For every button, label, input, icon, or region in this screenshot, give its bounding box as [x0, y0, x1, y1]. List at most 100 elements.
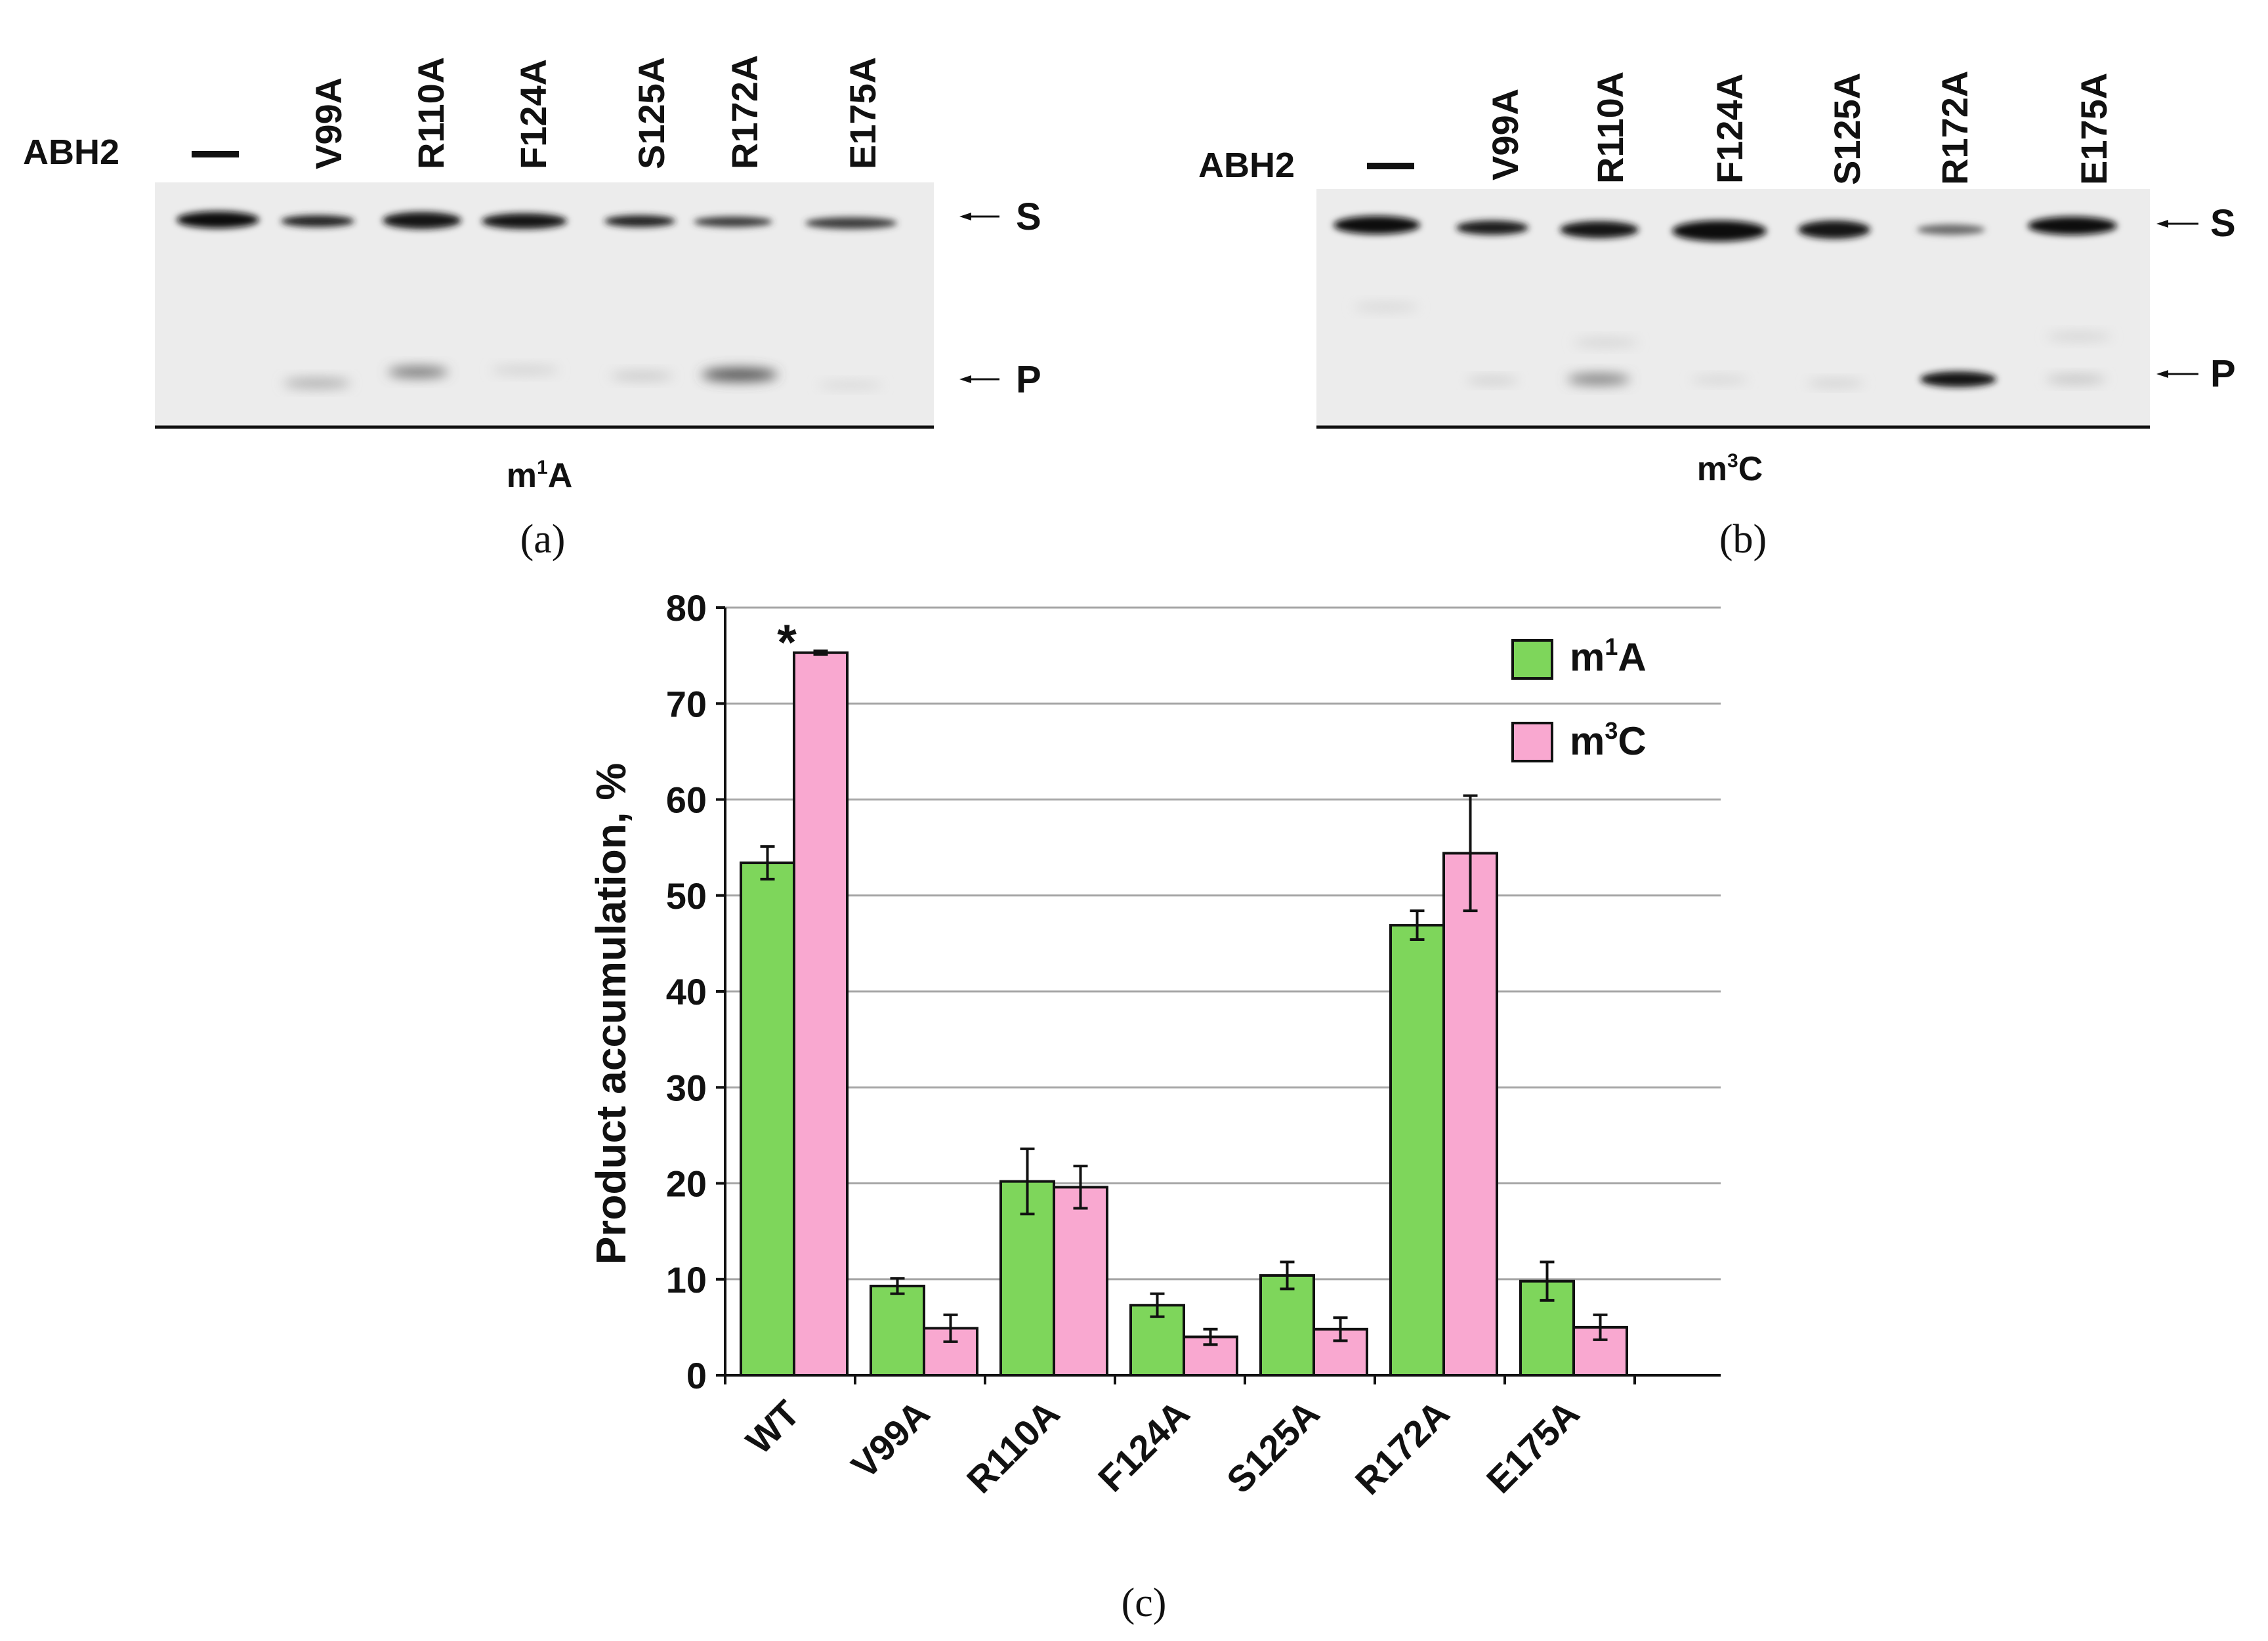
legend-swatch-m1a: [1511, 639, 1553, 680]
legend-label-m3c: m3C: [1570, 717, 1647, 763]
gel-b-band-p-3: [1690, 377, 1748, 383]
gel-a-lane-1-label: V99A: [308, 77, 349, 169]
gel-a-band-p-3: [491, 366, 559, 374]
gel-a-lane-5-label: R172A: [724, 55, 765, 169]
gel-a-band-s-4: [604, 215, 675, 227]
error-bar-m1a-wt: [760, 845, 775, 881]
x-tick-label-r172a: R172A: [1347, 1392, 1458, 1503]
gel-b-lane-1-label: V99A: [1484, 89, 1526, 180]
bars: [740, 649, 1628, 1377]
gel-panel-b: ABH2 V99A R110A F124A S125A R172A E175A …: [1198, 71, 2236, 562]
gel-a-band-s-6: [805, 217, 897, 229]
gel-a-band-p-1: [283, 379, 351, 388]
gel-b-lane-2-label: R110A: [1589, 72, 1631, 184]
gel-b-band-p-label: P: [2210, 352, 2236, 395]
gel-a-band-p-5: [702, 368, 778, 381]
error-bar-m3c-v99a: [943, 1313, 958, 1343]
error-bar-m3c-wt: [813, 649, 828, 656]
gel-b-band-p-5: [1920, 371, 1996, 387]
gel-a-lane-2-label: R110A: [410, 57, 452, 169]
gel-b-lane-4-label: S125A: [1826, 73, 1868, 185]
gel-b-band-s-label: S: [2210, 202, 2236, 245]
gel-b-band-s-3: [1672, 220, 1767, 241]
gel-a-band-p-6: [818, 382, 883, 388]
gel-b-faint-band-0: [1353, 303, 1419, 311]
legend-label-m1a: m1A: [1570, 633, 1647, 679]
gel-a-band-s-label: S: [1016, 196, 1041, 238]
gel-b-row-label: ABH2: [1198, 146, 1295, 185]
x-tick-label-f124a: F124A: [1090, 1392, 1197, 1499]
x-tick-label-r110a: R110A: [959, 1392, 1068, 1501]
gel-b-band-s-0: [1334, 216, 1420, 234]
y-tick-label: 60: [666, 779, 707, 821]
bar-m1a-s125a: [1259, 1274, 1315, 1377]
y-tick-label: 50: [666, 875, 707, 917]
gel-a-lane-4-label: S125A: [631, 57, 672, 169]
gel-b-faint-band-2: [1573, 339, 1639, 346]
caption-b: (b): [1719, 517, 1767, 562]
gel-b-band-s-4: [1798, 220, 1870, 239]
caption-c: (c): [1122, 1581, 1167, 1625]
gel-b-lane-0-dash: [1367, 163, 1414, 169]
gel-b-lane-5-label: R172A: [1934, 71, 1975, 185]
gel-b-band-s-6: [2028, 217, 2117, 235]
x-tick-label-v99a: V99A: [843, 1392, 938, 1487]
gel-panel-a: ABH2 V99A R110A F124A S125A R172A E175A …: [23, 55, 1041, 562]
y-tick-label: 20: [666, 1163, 707, 1205]
x-tick-label-s125a: S125A: [1219, 1392, 1328, 1501]
gel-b-lane-3-label: F124A: [1709, 73, 1750, 184]
gel-a-row-label: ABH2: [23, 133, 119, 172]
error-bar-m3c-s125a: [1333, 1316, 1348, 1342]
caption-a: (a): [520, 517, 566, 562]
y-axis-title: Product accumulation, %: [587, 763, 635, 1265]
gel-a-lane-3-label: F124A: [513, 59, 554, 169]
bar-m1a-v99a: [870, 1284, 925, 1377]
gel-a-arrowhead-p: [959, 375, 971, 383]
gel-b-lane-6-label: E175A: [2073, 73, 2114, 185]
error-bar-m1a-r172a: [1410, 909, 1425, 942]
y-tick-label: 40: [666, 971, 707, 1012]
bar-m3c-wt: [793, 651, 849, 1377]
gel-b-band-s-1: [1456, 220, 1528, 235]
gel-b-band-s-2: [1560, 221, 1639, 238]
gel-b-band-p-6: [2046, 375, 2106, 383]
gel-b-band-s-5: [1917, 224, 1985, 235]
error-bar-m3c-e175a: [1593, 1313, 1608, 1341]
gel-a-substrate-label: m1A: [507, 457, 573, 495]
gel-b-band-p-2: [1567, 374, 1630, 384]
bar-m3c-r110a: [1053, 1186, 1108, 1377]
gel-a-lane-6-label: E175A: [842, 57, 883, 169]
y-tick-label: 80: [666, 587, 707, 629]
gel-a-band-p-label: P: [1016, 358, 1041, 401]
gel-b-arrowhead-p: [2156, 370, 2168, 378]
x-tick-label-e175a: E175A: [1479, 1392, 1587, 1501]
y-tick-label: 0: [686, 1355, 707, 1396]
gel-b-substrate-label: m3C: [1697, 450, 1763, 488]
gel-a-band-s-3: [482, 213, 567, 229]
bar-chart: 0 10 20 30 40 50 60 70 80 WT V99A R110A F124A S125A R1…: [587, 587, 1721, 1625]
legend: m1A m3C: [1511, 633, 1647, 763]
gel-a-arrowhead-s: [959, 213, 971, 220]
gel-b-faint-band-6: [2046, 333, 2112, 341]
error-bar-m3c-r172a: [1463, 794, 1478, 913]
bar-m1a-r172a: [1389, 924, 1445, 1377]
y-tick-label: 30: [666, 1067, 707, 1108]
gridlines: [725, 606, 1721, 1281]
gel-b-band-p-4: [1807, 380, 1864, 386]
significance-asterisk: *: [777, 615, 797, 671]
error-bar-m3c-r110a: [1073, 1165, 1088, 1210]
error-bar-m3c-f124a: [1203, 1327, 1218, 1346]
x-tick-label-wt: WT: [738, 1392, 807, 1462]
bar-m3c-r172a: [1442, 852, 1498, 1377]
y-tick-label: 70: [666, 683, 707, 724]
y-tick-label: 10: [666, 1259, 707, 1300]
gel-a-band-s-5: [694, 217, 772, 227]
error-bar-m1a-e175a: [1540, 1260, 1555, 1302]
error-bar-m1a-s125a: [1280, 1260, 1295, 1291]
bar-m1a-wt: [740, 862, 795, 1377]
gel-a-band-s-2: [383, 212, 461, 229]
gel-a-band-s-0: [177, 211, 259, 228]
gel-a-band-p-4: [610, 372, 673, 380]
gel-b-band-p-1: [1466, 377, 1519, 384]
